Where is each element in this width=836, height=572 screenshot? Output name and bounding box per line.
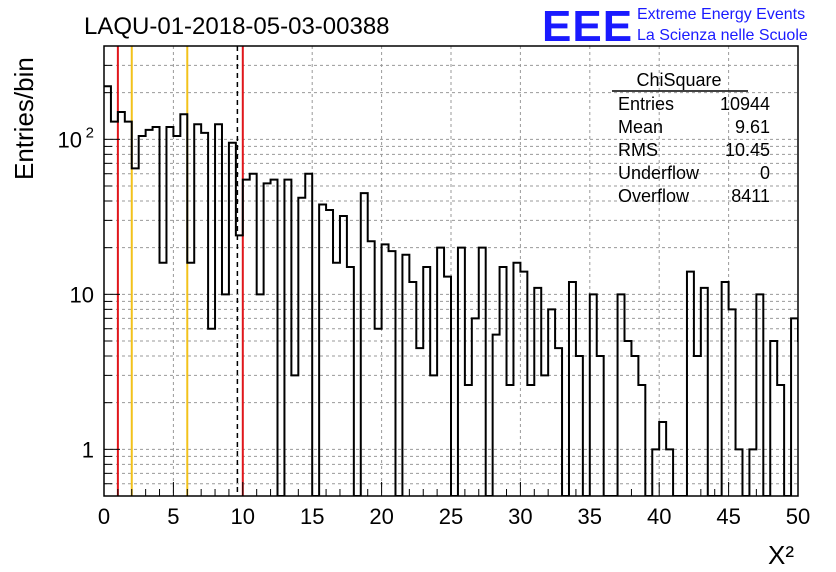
x-tick-label: 0 bbox=[98, 504, 110, 529]
x-tick-label: 25 bbox=[439, 504, 463, 529]
chart-title: LAQU-01-2018-05-03-00388 bbox=[84, 13, 390, 40]
x-tick-label: 35 bbox=[578, 504, 602, 529]
y-tick-label: 10 bbox=[70, 282, 94, 307]
stats-row-value: 10.45 bbox=[725, 140, 770, 160]
grid-lines bbox=[104, 46, 798, 496]
stats-row-value: 9.61 bbox=[735, 117, 770, 137]
x-tick-label: 20 bbox=[369, 504, 393, 529]
x-tick-label: 45 bbox=[716, 504, 740, 529]
eee-logo: EEE Extreme Energy Events La Scienza nel… bbox=[542, 2, 808, 51]
stats-row-value: 0 bbox=[760, 163, 770, 183]
x-tick-label: 50 bbox=[786, 504, 810, 529]
y-tick-label: 10 bbox=[58, 127, 82, 152]
stats-row-label: RMS bbox=[618, 140, 658, 160]
x-tick-label: 10 bbox=[231, 504, 255, 529]
stats-row-label: Entries bbox=[618, 94, 674, 114]
y-tick-label: 1 bbox=[82, 437, 94, 462]
x-tick-label: 40 bbox=[647, 504, 671, 529]
eee-logo-line2: La Scienza nelle Scuole bbox=[637, 27, 808, 44]
stats-row-value: 10944 bbox=[720, 94, 770, 114]
stats-row-label: Underflow bbox=[618, 163, 700, 183]
x-tick-label: 15 bbox=[300, 504, 324, 529]
stats-row-label: Mean bbox=[618, 117, 663, 137]
x-tick-label: 5 bbox=[167, 504, 179, 529]
y-axis-label: Entries/bin bbox=[9, 57, 39, 180]
stats-row-label: Overflow bbox=[618, 186, 690, 206]
stats-title: ChiSquare bbox=[636, 70, 721, 90]
x-axis-label: X² bbox=[768, 540, 794, 570]
eee-logo-mark: EEE bbox=[542, 2, 633, 51]
stats-row-value: 8411 bbox=[731, 186, 770, 206]
histogram-outline bbox=[104, 85, 798, 496]
x-axis-ticks: 0 5 10 15 20 25 30 35 40 45 50 bbox=[98, 482, 810, 529]
eee-logo-line1: Extreme Energy Events bbox=[637, 6, 805, 23]
y-tick-exponent: 2 bbox=[86, 124, 94, 141]
x-tick-label: 30 bbox=[508, 504, 532, 529]
histogram-bars bbox=[104, 85, 798, 496]
stats-box: ChiSquare Entries 10944 Mean 9.61 RMS 10.45 Und… bbox=[612, 70, 770, 206]
